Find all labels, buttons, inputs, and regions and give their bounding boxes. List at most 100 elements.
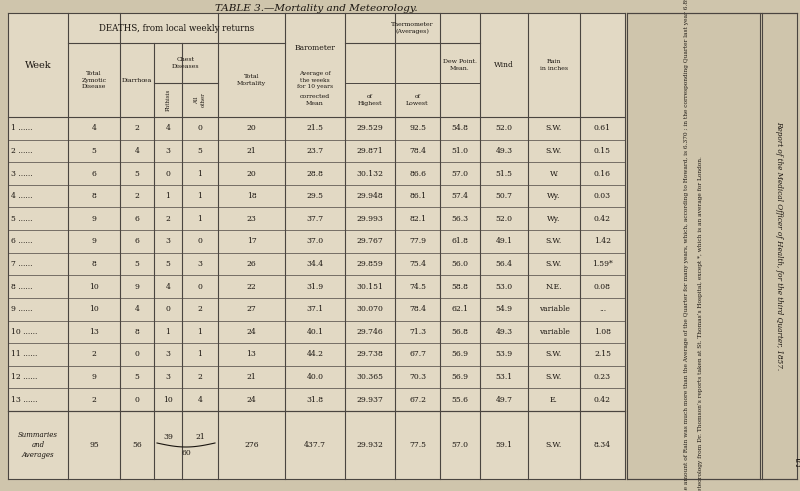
Text: 37.7: 37.7 (306, 215, 323, 223)
Text: 29.948: 29.948 (357, 192, 383, 200)
Text: 5 ......: 5 ...... (11, 215, 33, 223)
Text: 2: 2 (134, 192, 139, 200)
Text: S.W.: S.W. (546, 351, 562, 358)
Text: 3: 3 (198, 260, 202, 268)
Text: 29.993: 29.993 (357, 215, 383, 223)
Text: 1: 1 (198, 192, 202, 200)
Text: 8: 8 (91, 260, 97, 268)
Text: 23: 23 (246, 215, 257, 223)
Text: 18: 18 (246, 192, 256, 200)
Text: 49.3: 49.3 (495, 147, 513, 155)
Text: 4: 4 (198, 396, 202, 404)
Text: 75.4: 75.4 (409, 260, 426, 268)
Text: E.: E. (550, 396, 558, 404)
Text: 0: 0 (166, 305, 170, 313)
Text: DEATHS, from local weekly returns: DEATHS, from local weekly returns (99, 24, 254, 32)
Text: 27: 27 (246, 305, 256, 313)
Text: Wind: Wind (494, 61, 514, 69)
Text: 49.3: 49.3 (495, 328, 513, 336)
Text: 21.5: 21.5 (306, 124, 323, 132)
Text: N.E.: N.E. (546, 283, 562, 291)
Text: 44.2: 44.2 (306, 351, 323, 358)
Text: 5: 5 (795, 459, 800, 469)
Text: 10 ......: 10 ...... (11, 328, 38, 336)
Text: 54.9: 54.9 (495, 305, 513, 313)
Text: 29.859: 29.859 (357, 260, 383, 268)
Text: 3: 3 (166, 237, 170, 246)
Text: 1: 1 (166, 328, 170, 336)
Text: 49.1: 49.1 (495, 237, 513, 246)
Text: 0.16: 0.16 (594, 169, 611, 178)
Text: 5: 5 (166, 260, 170, 268)
Text: 9: 9 (91, 215, 97, 223)
Text: 82.1: 82.1 (409, 215, 426, 223)
Text: S.W.: S.W. (546, 441, 562, 449)
Text: 3: 3 (166, 147, 170, 155)
Text: 4: 4 (166, 124, 170, 132)
Text: 2: 2 (198, 373, 202, 381)
Text: 5: 5 (134, 373, 139, 381)
Text: 77.5: 77.5 (409, 441, 426, 449)
Text: 29.871: 29.871 (357, 147, 383, 155)
Text: 0: 0 (134, 396, 139, 404)
Text: 2: 2 (166, 215, 170, 223)
Text: 78.4: 78.4 (409, 147, 426, 155)
Text: 1: 1 (198, 351, 202, 358)
Text: 10: 10 (163, 396, 173, 404)
Text: 24: 24 (246, 396, 256, 404)
Text: 0.23: 0.23 (594, 373, 611, 381)
Text: 57.4: 57.4 (451, 192, 469, 200)
Text: 9: 9 (134, 283, 139, 291)
Text: All
other: All other (194, 93, 206, 108)
Text: 0.08: 0.08 (594, 283, 611, 291)
Text: 0.03: 0.03 (594, 192, 611, 200)
Text: 37.0: 37.0 (306, 237, 323, 246)
Text: 437.7: 437.7 (304, 441, 326, 449)
Text: 67.2: 67.2 (409, 396, 426, 404)
Text: 276: 276 (244, 441, 259, 449)
Text: 0.42: 0.42 (594, 215, 611, 223)
Text: 1.08: 1.08 (594, 328, 611, 336)
Text: 29.767: 29.767 (357, 237, 383, 246)
Text: 59.1: 59.1 (495, 441, 513, 449)
Text: Total
Mortality: Total Mortality (237, 75, 266, 85)
Text: 2 ......: 2 ...... (11, 147, 33, 155)
Text: 21: 21 (195, 433, 205, 441)
Text: 31.8: 31.8 (306, 396, 323, 404)
Text: 70.3: 70.3 (409, 373, 426, 381)
Text: Barometer: Barometer (294, 44, 335, 52)
Text: Diarrhœa: Diarrhœa (122, 78, 152, 82)
Text: 29.937: 29.937 (357, 396, 383, 404)
Text: 62.1: 62.1 (451, 305, 469, 313)
Text: 0: 0 (198, 124, 202, 132)
Text: 12 ......: 12 ...... (11, 373, 38, 381)
Text: 8: 8 (134, 328, 139, 336)
Text: 60: 60 (181, 449, 191, 457)
Text: Thermometer
(Averages): Thermometer (Averages) (391, 22, 434, 34)
Text: Summaries
and
Averages: Summaries and Averages (18, 431, 58, 459)
Text: 56.3: 56.3 (451, 215, 469, 223)
Text: 10: 10 (89, 305, 99, 313)
Text: 2: 2 (91, 396, 97, 404)
Text: 3: 3 (166, 351, 170, 358)
Text: 50.7: 50.7 (495, 192, 513, 200)
Text: Phthisis: Phthisis (166, 89, 170, 111)
Text: 5: 5 (91, 147, 97, 155)
Text: 57.0: 57.0 (451, 441, 469, 449)
Text: 0: 0 (166, 169, 170, 178)
Text: 8 ......: 8 ...... (11, 283, 33, 291)
Text: 26: 26 (246, 260, 256, 268)
Text: 53.9: 53.9 (495, 351, 513, 358)
Text: 51.0: 51.0 (451, 147, 469, 155)
Text: 1: 1 (166, 192, 170, 200)
Text: 52.0: 52.0 (495, 124, 513, 132)
Text: 56.4: 56.4 (495, 260, 513, 268)
Text: 29.746: 29.746 (357, 328, 383, 336)
Text: of
Lowest: of Lowest (406, 94, 429, 106)
Text: Total
Zymotic
Disease: Total Zymotic Disease (82, 71, 106, 89)
Text: 10: 10 (89, 283, 99, 291)
Text: Wy.: Wy. (547, 192, 561, 200)
Text: 56.0: 56.0 (451, 260, 469, 268)
Text: S.W.: S.W. (546, 373, 562, 381)
Text: 55.6: 55.6 (451, 396, 469, 404)
